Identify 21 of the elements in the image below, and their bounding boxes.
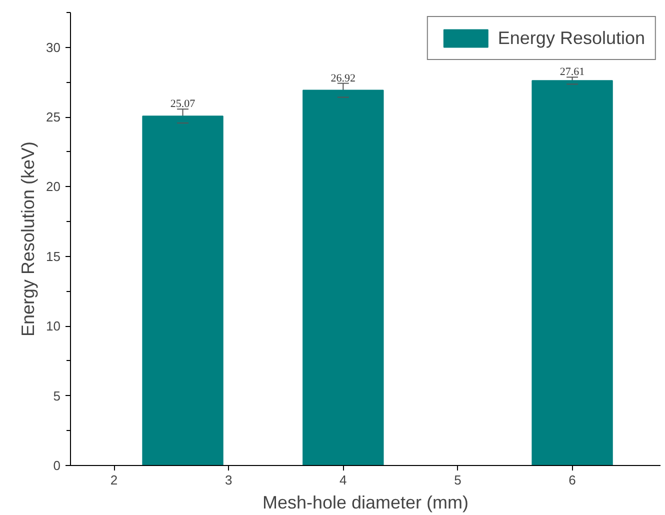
data-label: 27.61 — [560, 66, 585, 78]
bar — [532, 80, 613, 466]
legend-label: Energy Resolution — [498, 28, 645, 48]
y-tick-label: 10 — [46, 318, 61, 334]
x-tick-label: 3 — [224, 472, 232, 488]
x-tick-label: 5 — [454, 472, 462, 488]
y-tick-label: 0 — [53, 458, 61, 473]
x-axis-title: Mesh-hole diameter (mm) — [262, 492, 469, 512]
y-tick-label: 15 — [46, 248, 61, 264]
bar — [142, 116, 224, 466]
x-tick-label: 4 — [340, 472, 347, 488]
bar — [302, 90, 384, 466]
y-tick-label: 20 — [46, 179, 61, 194]
y-tick-label: 25 — [46, 110, 61, 125]
x-tick-label: 2 — [110, 472, 118, 488]
x-tick-label: 6 — [568, 472, 576, 488]
y-axis-title: Energy Resolution (keV) — [18, 141, 38, 337]
data-label: 26.92 — [330, 72, 356, 84]
y-tick-label: 30 — [46, 40, 61, 55]
data-label: 25.07 — [170, 98, 196, 110]
y-tick-label: 5 — [53, 388, 61, 404]
